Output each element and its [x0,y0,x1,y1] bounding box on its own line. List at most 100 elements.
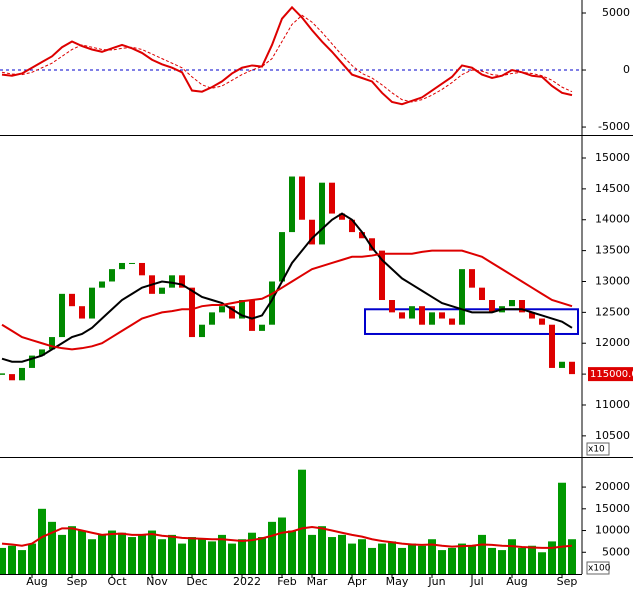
volume-bar [18,550,26,574]
y-tick-label: 10000 [595,524,630,537]
unit-label: x100 [588,564,611,574]
volume-bar [478,534,486,574]
volume-bar [58,534,66,574]
y-tick-label: 5000 [602,6,630,19]
x-tick-label: Aug [506,575,527,588]
candle [569,361,575,375]
volume-bar [558,482,566,574]
volume-bar [168,534,176,574]
x-tick-label: Feb [277,575,296,588]
candle [489,300,495,313]
volume-bar [548,541,556,574]
x-tick-label: Oct [107,575,127,588]
volume-bar [248,532,256,574]
volume-bar [438,550,446,574]
volume-bar [78,530,86,574]
last-price-box [588,367,633,382]
volume-bar [108,530,116,574]
volume-bar [298,469,306,574]
x-tick-label: Sep [67,575,88,588]
series-line [1,212,573,363]
series-line [1,14,573,103]
volume-bar [268,521,276,574]
candle [169,275,175,288]
candle [359,232,365,239]
candle [109,269,115,282]
volume-bar [428,539,436,574]
volume-bar [198,539,206,574]
candle [389,300,395,313]
candle [399,312,405,319]
volume-bar [408,543,416,574]
x-tick-label: Aug [26,575,47,588]
y-tick-label: 13500 [595,244,630,257]
volume-bar [418,545,426,574]
candle [559,361,565,368]
volume-bar [508,539,516,574]
candle [329,182,335,214]
candle [19,367,25,381]
candle [239,300,245,319]
y-tick-label: 5000 [602,545,630,558]
series-line [1,249,573,351]
volume-bar [318,526,326,574]
volume-bar [368,547,376,574]
candle [289,176,295,233]
x-tick-label: May [386,575,409,588]
candle [259,324,265,331]
volume-bar [498,550,506,574]
candle [9,374,15,381]
volume-bar [458,543,466,574]
candle [409,306,415,319]
volume-bar [128,537,136,574]
volume-bar [528,545,536,574]
volume-bar [348,543,356,574]
volume-bar [288,530,296,574]
candle [59,293,65,338]
volume-bar [278,517,286,574]
y-tick-label: 13000 [595,274,630,287]
candle [479,287,485,301]
unit-box [586,442,610,456]
candle [369,238,375,251]
candle [299,176,305,220]
last-price-label: 115000.0 [590,369,633,380]
volume-bar [88,539,96,574]
candle [459,269,465,325]
candle [509,300,515,307]
volume-bar [118,532,126,574]
volume-bar [358,539,366,574]
volume-bar [28,543,36,574]
candle [219,306,225,313]
support-zone [364,308,579,335]
volume-bar [378,543,386,574]
candle [419,306,425,325]
volume-bar [208,541,216,574]
volume-bar [8,545,16,574]
candle [199,324,205,338]
volume-bar [488,547,496,574]
volume-bar [388,541,396,574]
candle [429,312,435,325]
volume-bar [158,539,166,574]
candle [449,318,455,325]
x-tick-label: Apr [347,575,367,588]
candle [39,349,45,356]
candle [439,312,445,319]
series-line [1,5,573,106]
candle [99,281,105,288]
candle [139,262,145,276]
candle [89,287,95,319]
candle [269,281,275,325]
series-line [1,526,573,549]
volume-bar [0,547,6,574]
volume-bar [38,508,46,574]
y-tick-label: 14000 [595,213,630,226]
volume-bar [98,534,106,574]
x-tick-label: 2022 [233,575,261,588]
volume-bar [228,543,236,574]
volume-bar [338,534,346,574]
candle [189,287,195,338]
candle [119,262,125,270]
